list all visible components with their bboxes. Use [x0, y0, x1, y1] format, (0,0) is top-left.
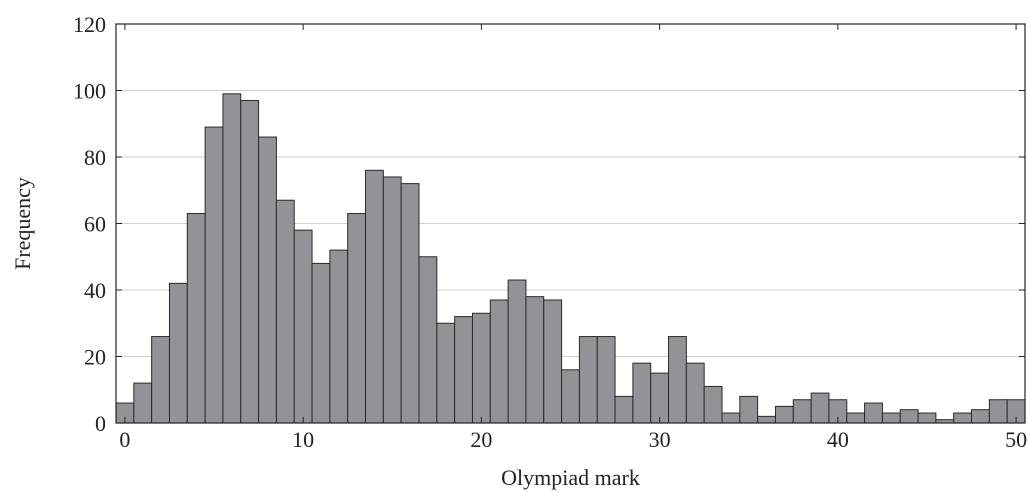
y-tick-label: 0 [95, 411, 106, 436]
x-tick-label: 10 [292, 427, 314, 452]
histogram-bar [988, 399, 1008, 424]
y-tick-label: 20 [84, 345, 106, 370]
y-tick-label: 60 [84, 212, 106, 237]
histogram-bar [365, 169, 384, 424]
histogram-bar [596, 336, 616, 424]
x-tick-label: 20 [470, 427, 492, 452]
histogram-bar [917, 412, 937, 424]
histogram-bar [293, 229, 313, 424]
histogram-bar [133, 382, 153, 424]
histogram-bar [507, 279, 527, 424]
histogram-bar [739, 395, 759, 424]
histogram-bar [151, 336, 170, 424]
histogram-bar [899, 409, 919, 424]
histogram-bar [650, 372, 670, 424]
histogram-bar [382, 176, 402, 424]
histogram-bar [454, 316, 473, 424]
histogram-bar [703, 385, 723, 424]
y-axis-ticks: 0 20 40 60 80 100 120 [73, 12, 1025, 436]
histogram-bar [881, 412, 901, 424]
histogram-bar [864, 402, 883, 424]
y-tick-label: 80 [84, 145, 106, 170]
histogram-bar [311, 262, 331, 424]
histogram-bar [721, 412, 741, 424]
histogram-bar [953, 412, 973, 424]
histogram-bar [258, 136, 277, 424]
histogram-bar [757, 415, 776, 424]
histogram-bars [115, 93, 1026, 424]
histogram-bar [222, 93, 242, 424]
x-axis-ticks: 0 10 20 30 40 50 [119, 24, 1027, 452]
histogram-bar [614, 395, 634, 424]
histogram-bar [240, 99, 260, 424]
histogram-bar [846, 412, 866, 424]
histogram-bar [471, 312, 491, 424]
histogram-bar [329, 249, 349, 424]
histogram-bar [561, 369, 580, 424]
y-tick-label: 40 [84, 278, 106, 303]
x-tick-label: 30 [649, 427, 671, 452]
histogram-bar [186, 213, 206, 424]
histogram-bar [632, 362, 652, 424]
histogram-bar [792, 399, 812, 424]
x-axis-label: Olympiad mark [501, 465, 640, 490]
histogram-bar [489, 299, 509, 424]
y-tick-label: 100 [73, 79, 106, 104]
histogram-bar [668, 336, 687, 424]
histogram-bar [525, 296, 545, 424]
histogram-bar [168, 282, 188, 424]
histogram-bar [774, 405, 794, 424]
histogram-bar [347, 213, 367, 424]
x-tick-label: 0 [119, 427, 130, 452]
y-axis-label: Frequency [10, 177, 35, 270]
x-tick-label: 40 [827, 427, 849, 452]
histogram-bar [418, 256, 438, 424]
x-tick-label: 50 [1005, 427, 1027, 452]
histogram-bar [543, 299, 563, 424]
histogram-bar [810, 392, 830, 424]
histogram-bar [204, 126, 224, 424]
histogram-bar [971, 409, 990, 424]
histogram-bar [685, 362, 705, 424]
histogram-bar [578, 336, 598, 424]
histogram-bar [400, 183, 420, 424]
histogram-bar [275, 199, 295, 424]
histogram-bar [436, 322, 456, 424]
y-tick-label: 120 [73, 12, 106, 37]
